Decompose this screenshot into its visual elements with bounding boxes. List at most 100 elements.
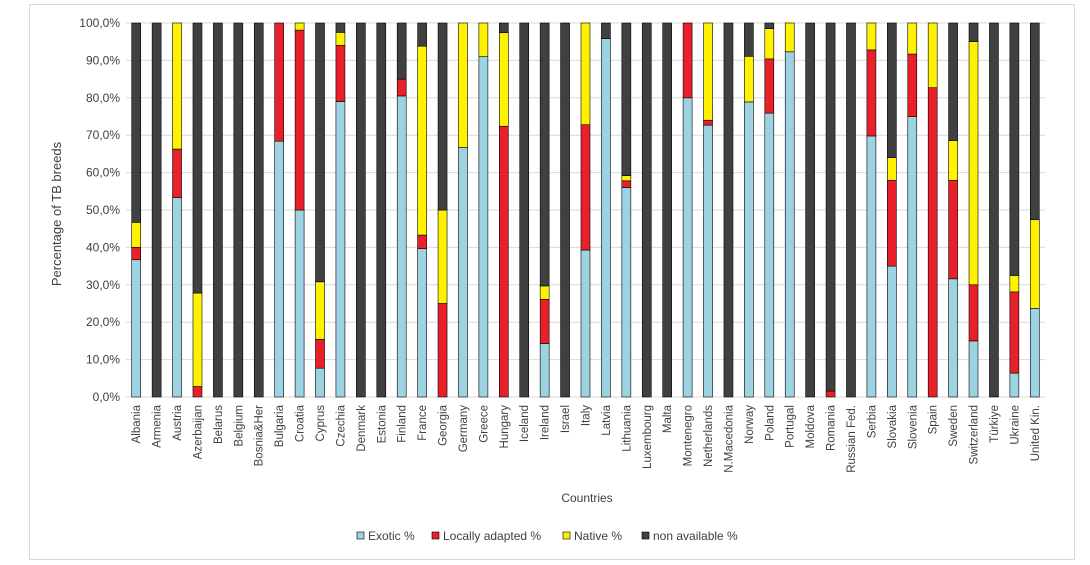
bar-segment bbox=[968, 284, 979, 342]
bar-segment bbox=[907, 116, 918, 398]
bar-segment bbox=[621, 22, 632, 176]
x-tick-label: Switzerland bbox=[969, 405, 981, 464]
bar-segment bbox=[396, 78, 407, 97]
x-tick-label: Slovenia bbox=[907, 404, 919, 449]
x-tick-label: Ukraine bbox=[1009, 405, 1021, 445]
legend-item: Locally adapted % bbox=[431, 529, 541, 543]
y-tick-label: 50,0% bbox=[86, 203, 120, 217]
x-tick-label: Azerbaijan bbox=[192, 405, 204, 459]
x-tick-label: Montenegro bbox=[683, 405, 695, 466]
y-tick-label: 20,0% bbox=[86, 315, 120, 329]
legend-label: Native % bbox=[574, 529, 622, 543]
y-tick-label: 90,0% bbox=[86, 53, 120, 67]
bar-segment bbox=[621, 180, 632, 188]
bar-segment bbox=[396, 22, 407, 80]
x-tick-label: Moldova bbox=[805, 404, 817, 448]
bar-segment bbox=[294, 29, 305, 211]
x-tick-label: Israel bbox=[560, 405, 572, 433]
x-tick-label: N.Macedonia bbox=[723, 404, 735, 472]
bar-segment bbox=[1009, 372, 1020, 398]
x-tick-label: Cyprus bbox=[315, 405, 327, 442]
x-tick-label: Ireland bbox=[540, 405, 552, 440]
x-tick-label: Türkiye bbox=[989, 405, 1001, 443]
bar-segment bbox=[458, 147, 468, 398]
legend-label: non available % bbox=[653, 529, 738, 543]
bar-segment bbox=[744, 101, 754, 398]
y-tick-label: 60,0% bbox=[86, 166, 120, 180]
bar-segment bbox=[621, 187, 632, 398]
bar-segment bbox=[131, 259, 142, 398]
legend-label: Exotic % bbox=[368, 529, 415, 543]
bar-segment bbox=[253, 22, 264, 398]
x-tick-label: Georgia bbox=[438, 404, 450, 446]
bar-segment bbox=[437, 22, 448, 211]
x-tick-label: Russian Fed. bbox=[846, 405, 858, 473]
x-tick-label: France bbox=[417, 405, 429, 441]
bar-segment bbox=[948, 22, 958, 141]
bar-segment bbox=[784, 22, 795, 53]
bar-segment bbox=[1029, 22, 1040, 221]
x-axis-tick-labels: Albania Armenia Austria Azerbaijan Belarus Be… bbox=[131, 404, 1042, 472]
legend-swatch bbox=[431, 531, 440, 540]
chart-area: 0,0% 10,0% 20,0% 30,0% 40,0% 50,0% 60,0% 70,0% 8… bbox=[29, 4, 1075, 560]
x-tick-label: Serbia bbox=[866, 404, 878, 438]
bar-segment bbox=[887, 180, 897, 267]
bar-segment bbox=[315, 22, 325, 283]
x-tick-label: Spain bbox=[928, 405, 940, 434]
bar-segment bbox=[1029, 219, 1040, 309]
bar-segment bbox=[887, 157, 897, 181]
bar-segment bbox=[274, 140, 284, 398]
bar-segment bbox=[1029, 308, 1040, 398]
bar-segment bbox=[927, 87, 938, 398]
bar-segment bbox=[764, 28, 775, 60]
legend-swatch bbox=[356, 531, 365, 540]
bar-segment bbox=[519, 22, 530, 398]
bar-segment bbox=[825, 390, 836, 398]
bar-segment bbox=[968, 22, 979, 43]
y-tick-label: 10,0% bbox=[86, 353, 120, 367]
legend-swatch bbox=[641, 531, 650, 540]
x-tick-label: Germany bbox=[458, 405, 470, 453]
bar-segment bbox=[764, 112, 775, 398]
bar-segment bbox=[539, 285, 550, 300]
bar-segment bbox=[417, 248, 427, 398]
x-tick-label: Estonia bbox=[376, 404, 388, 443]
bar-segment bbox=[866, 49, 877, 137]
bar-segment bbox=[866, 22, 877, 51]
bar-segment bbox=[539, 299, 550, 344]
y-tick-label: 70,0% bbox=[86, 128, 120, 142]
bar-segment bbox=[703, 124, 713, 398]
legend-item: non available % bbox=[641, 529, 738, 543]
bar-segment bbox=[560, 22, 570, 398]
x-tick-label: Hungary bbox=[499, 405, 511, 449]
bar-segment bbox=[907, 22, 918, 55]
x-tick-label: Bosnia&Her bbox=[254, 405, 266, 467]
bar-segment bbox=[499, 125, 509, 398]
x-tick-label: Romania bbox=[826, 404, 838, 451]
bar-segment bbox=[172, 148, 182, 198]
x-tick-label: Armenia bbox=[152, 404, 164, 447]
y-axis-title: Percentage of TB breeds bbox=[49, 141, 64, 286]
bar-segment bbox=[744, 22, 754, 57]
bar-segment bbox=[356, 22, 366, 398]
bar-segment bbox=[192, 22, 203, 294]
y-tick-label: 0,0% bbox=[93, 390, 121, 404]
bar-segment bbox=[213, 22, 223, 398]
bar-segment bbox=[458, 22, 468, 148]
bar-segment bbox=[927, 22, 938, 89]
bar-segment bbox=[887, 265, 897, 398]
x-tick-label: Lithuania bbox=[621, 404, 633, 451]
bar-segment bbox=[703, 119, 713, 126]
bar-segment bbox=[437, 209, 448, 304]
bar-segment bbox=[723, 22, 734, 398]
bar-segment bbox=[784, 51, 795, 398]
bar-segment bbox=[151, 22, 162, 398]
y-tick-label: 80,0% bbox=[86, 91, 120, 105]
bar-segment bbox=[335, 101, 346, 398]
x-tick-label: Netherlands bbox=[703, 405, 715, 467]
x-tick-label: Slovakia bbox=[887, 404, 899, 448]
bar-segment bbox=[866, 135, 877, 398]
bar-segment bbox=[580, 124, 591, 251]
bar-segment bbox=[315, 339, 325, 369]
bar-segment bbox=[580, 249, 591, 398]
